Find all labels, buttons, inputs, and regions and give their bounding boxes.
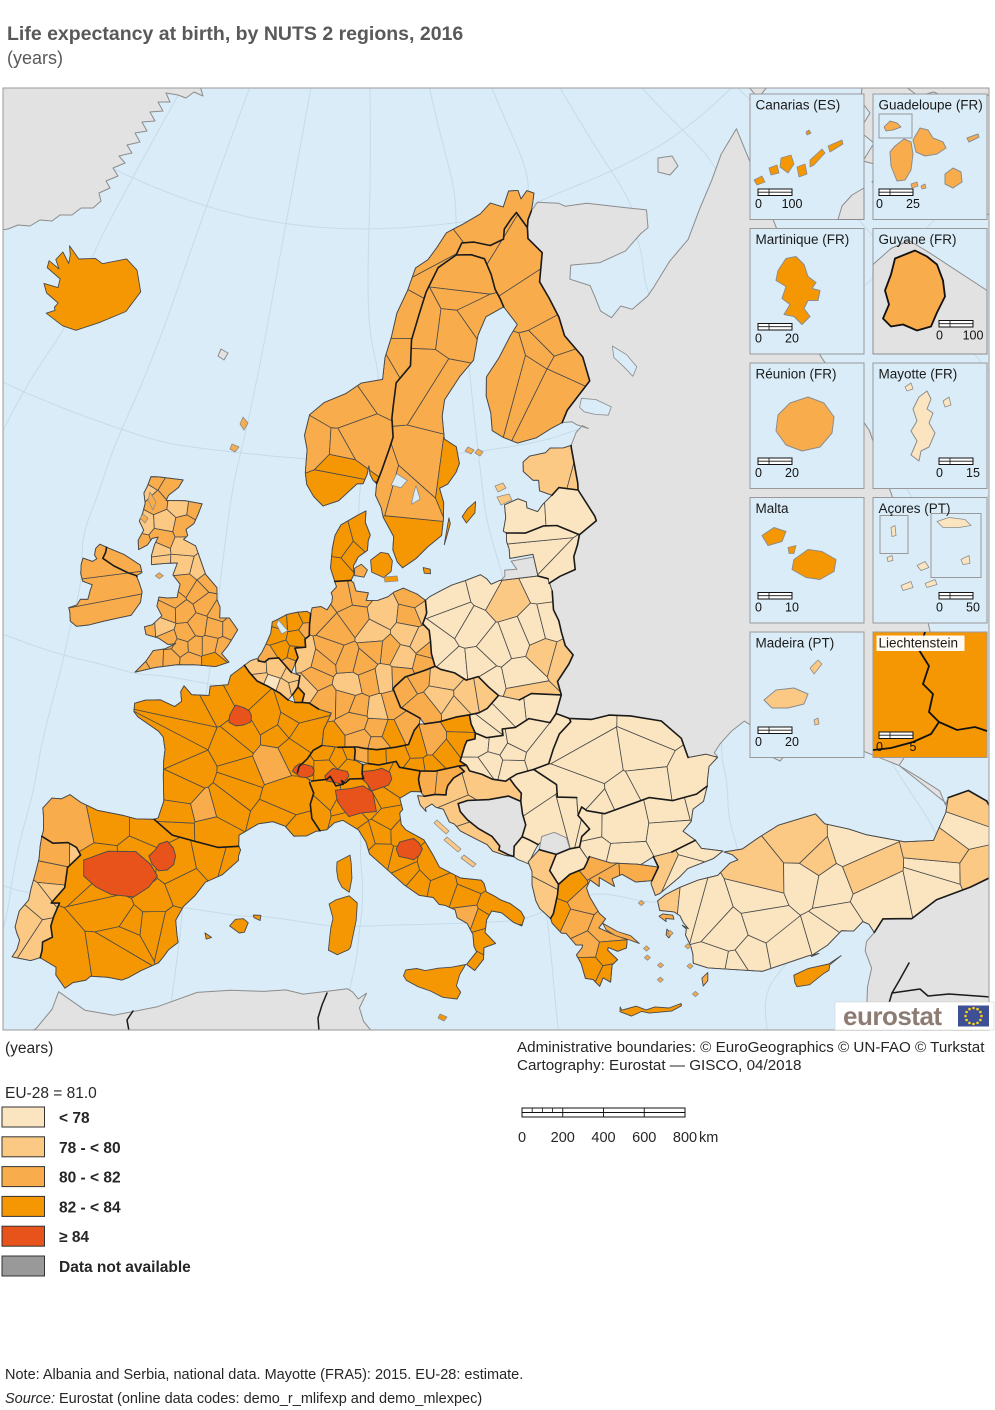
svg-text:20: 20 [785,332,799,346]
svg-text:0: 0 [755,466,762,480]
svg-text:Malta: Malta [756,501,790,516]
svg-text:Administrative boundaries: © E: Administrative boundaries: © EuroGeograp… [517,1039,985,1056]
svg-text:0: 0 [876,740,883,754]
svg-text:Açores (PT): Açores (PT) [879,501,951,516]
svg-text:≥ 84: ≥ 84 [59,1229,89,1246]
svg-text:Réunion (FR): Réunion (FR) [756,367,837,382]
svg-text:Source: Eurostat (online data: Source: Eurostat (online data codes: dem… [5,1391,482,1407]
svg-text:80 - < 82: 80 - < 82 [59,1170,121,1187]
svg-text:Guyane (FR): Guyane (FR) [879,232,957,247]
svg-text:0: 0 [936,466,943,480]
svg-text:Liechtenstein: Liechtenstein [879,636,959,651]
svg-text:(years): (years) [5,1040,53,1057]
svg-text:Note: Albania and Serbia, nati: Note: Albania and Serbia, national data.… [5,1367,523,1383]
svg-text:0: 0 [755,197,762,211]
svg-text:50: 50 [966,601,980,615]
svg-text:Canarias (ES): Canarias (ES) [756,98,841,113]
svg-text:25: 25 [906,197,920,211]
svg-text:0: 0 [876,197,883,211]
svg-text:km: km [699,1130,718,1146]
svg-text:78 - < 80: 78 - < 80 [59,1140,121,1157]
svg-text:Life expectancy at birth, by N: Life expectancy at birth, by NUTS 2 regi… [7,23,463,45]
svg-text:20: 20 [785,466,799,480]
svg-text:0: 0 [936,329,943,343]
svg-text:Guadeloupe (FR): Guadeloupe (FR) [879,98,983,113]
svg-text:Cartography: Eurostat — GISCO,: Cartography: Eurostat — GISCO, 04/2018 [517,1057,801,1074]
svg-text:5: 5 [910,740,917,754]
svg-text:100: 100 [963,329,984,343]
svg-text:Data not available: Data not available [59,1259,191,1276]
svg-text:Martinique (FR): Martinique (FR) [756,232,850,247]
svg-text:20: 20 [785,735,799,749]
svg-text:0: 0 [755,601,762,615]
svg-text:10: 10 [785,601,799,615]
svg-text:EU-28 = 81.0: EU-28 = 81.0 [5,1085,97,1102]
svg-text:15: 15 [966,466,980,480]
svg-text:100: 100 [782,197,803,211]
svg-text:0: 0 [755,332,762,346]
svg-text:400: 400 [591,1130,615,1146]
svg-text:800: 800 [673,1130,697,1146]
svg-text:eurostat: eurostat [843,1001,942,1031]
svg-text:(years): (years) [7,48,63,68]
svg-text:0: 0 [755,735,762,749]
svg-text:82 - < 84: 82 - < 84 [59,1199,121,1216]
svg-text:Mayotte (FR): Mayotte (FR) [879,367,958,382]
svg-text:600: 600 [632,1130,656,1146]
svg-text:200: 200 [551,1130,575,1146]
svg-text:0: 0 [518,1130,526,1146]
svg-text:Madeira (PT): Madeira (PT) [756,636,835,651]
svg-text:0: 0 [936,601,943,615]
svg-text:< 78: < 78 [59,1110,90,1127]
